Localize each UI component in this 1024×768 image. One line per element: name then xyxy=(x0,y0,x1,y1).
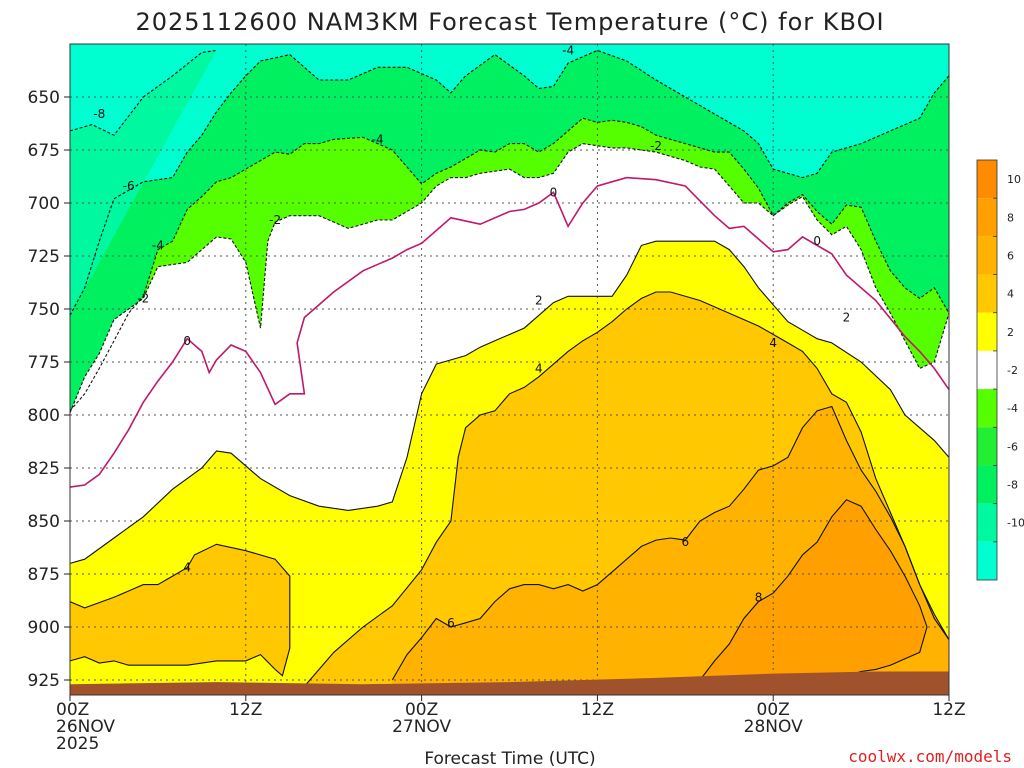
contour-line-4 xyxy=(69,543,291,677)
credit-text: coolwx.com/models xyxy=(848,747,1012,766)
chart-title: 2025112600 NAM3KM Forecast Temperature (… xyxy=(135,8,884,36)
contour-label: -4 xyxy=(152,238,164,252)
contour-label: 0 xyxy=(550,185,558,199)
fill-top-left-cyan xyxy=(70,44,217,136)
colorbar: 10 8 6 4 2 -2 -4 -6 -8 -10 xyxy=(976,159,1024,581)
ground-terrain xyxy=(70,671,949,695)
x-tick-label: 00Z xyxy=(757,700,790,720)
y-tick-label: 825 xyxy=(28,459,60,479)
contour-label: 4 xyxy=(535,361,543,375)
x-tick-label: 28NOV xyxy=(744,717,803,737)
fill-8-band xyxy=(700,499,927,680)
contour-label: 2 xyxy=(535,294,543,308)
x-tick-label: 12Z xyxy=(581,700,614,720)
contour-label: 6 xyxy=(681,535,689,549)
colorbar-label: 2 xyxy=(1007,326,1014,339)
colorbar-swatch xyxy=(977,541,997,580)
contour-label: 2 xyxy=(843,310,851,324)
x-tick-label: 27NOV xyxy=(392,717,451,737)
contour-label: -6 xyxy=(123,179,135,193)
y-tick-label: 775 xyxy=(28,353,60,373)
plot-frame xyxy=(69,43,950,696)
y-tick-label: 650 xyxy=(28,88,60,108)
colorbar-swatch xyxy=(977,427,997,466)
contour-label: -2 xyxy=(137,291,149,305)
x-tick-label: 2025 xyxy=(56,734,99,754)
colorbar-label: -8 xyxy=(1007,479,1018,492)
colorbar-label: -6 xyxy=(1007,440,1018,453)
contour-line-0 xyxy=(69,176,950,488)
y-tick-label: 675 xyxy=(28,141,60,161)
colorbar-swatch xyxy=(977,350,997,390)
x-tick-label: 00Z xyxy=(56,700,89,720)
colorbar-label: 6 xyxy=(1007,249,1014,262)
contour-label-layer: -8 -6 -4 -4 -4 -2 -2 -2 0 0 0 2 2 4 4 4 6 6 8 xyxy=(93,43,850,629)
colorbar-swatch xyxy=(977,389,997,428)
contour-label: 0 xyxy=(183,334,191,348)
colorbar-label: -4 xyxy=(1007,402,1018,415)
colorbar-label: 10 xyxy=(1007,173,1021,186)
contour-line-minus-4 xyxy=(69,117,950,412)
colorbar-swatch xyxy=(977,274,997,313)
y-tick-label: 750 xyxy=(28,300,60,320)
contour-line-4 xyxy=(303,291,950,687)
contour-line-2 xyxy=(69,240,950,564)
contour-label: -4 xyxy=(372,132,384,146)
colorbar-swatch xyxy=(977,465,997,504)
x-tick-label: 26NOV xyxy=(56,717,115,737)
colorbar-swatch xyxy=(977,198,997,237)
contour-label: 0 xyxy=(813,234,821,248)
y-tick-label: 900 xyxy=(28,618,60,638)
colorbar-label: 4 xyxy=(1007,288,1014,301)
y-tick-label: 725 xyxy=(28,247,60,267)
y-tick-label: 850 xyxy=(28,512,60,532)
colorbar-label: -10 xyxy=(1007,517,1024,530)
contour-line-minus-2 xyxy=(69,143,950,414)
contour-line-minus-6 xyxy=(69,49,950,316)
x-tick-label: 12Z xyxy=(932,700,965,720)
colorbar-frame xyxy=(976,159,998,581)
y-tick-label: 800 xyxy=(28,406,60,426)
temperature-fill-layer xyxy=(70,44,949,696)
colorbar-swatch xyxy=(977,236,997,275)
contour-label: -8 xyxy=(93,107,105,121)
contour-line-8 xyxy=(699,499,928,681)
colorbar-swatch xyxy=(977,503,997,542)
contour-label: 4 xyxy=(183,561,191,575)
fill-4-pocket-left xyxy=(70,544,290,676)
colorbar-label: 8 xyxy=(1007,211,1014,224)
contour-label: 4 xyxy=(769,336,777,350)
colorbar-swatch xyxy=(977,312,997,351)
x-tick-label: 12Z xyxy=(229,700,262,720)
contour-label: -2 xyxy=(650,139,662,153)
y-tick-label: 875 xyxy=(28,565,60,585)
fill-minus-8-band xyxy=(70,50,217,316)
contour-layer xyxy=(69,49,950,687)
colorbar-swatch xyxy=(977,160,997,199)
y-tick-label: 700 xyxy=(28,194,60,214)
ground-layer xyxy=(70,671,949,695)
contour-label: 8 xyxy=(755,590,763,604)
x-axis-title: Forecast Time (UTC) xyxy=(424,749,595,768)
contour-label: -4 xyxy=(562,43,574,57)
x-tick-label: 00Z xyxy=(405,700,438,720)
colorbar-label: -2 xyxy=(1007,364,1018,377)
contour-line-minus-8 xyxy=(69,49,217,136)
contour-label: 6 xyxy=(447,616,455,630)
contour-label: -2 xyxy=(269,213,281,227)
contour-line-6 xyxy=(391,405,950,681)
y-tick-label: 925 xyxy=(28,671,60,691)
y-axis: 650 675 700 725 750 775 800 825 850 875 900 925 xyxy=(28,88,70,691)
